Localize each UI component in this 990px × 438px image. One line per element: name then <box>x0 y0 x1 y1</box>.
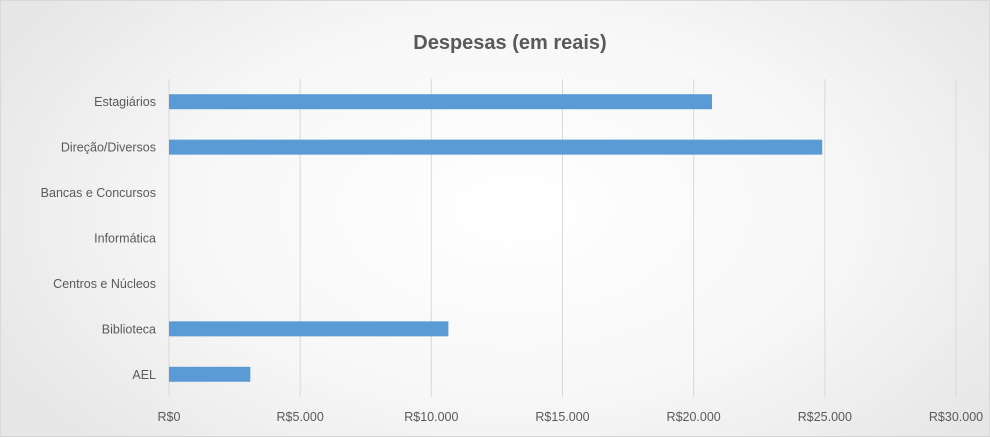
category-label: Direção/Diversos <box>61 141 156 155</box>
x-tick-label: R$0 <box>158 410 181 424</box>
bars <box>169 94 823 382</box>
x-tick-label: R$30.000 <box>929 410 983 424</box>
category-labels: Estagiários Direção/Diversos Bancas e Conc… <box>41 95 156 382</box>
bar <box>169 94 713 110</box>
gridlines <box>168 79 957 397</box>
x-tick-label: R$15.000 <box>535 410 589 424</box>
chart-title: Despesas (em reais) <box>413 32 606 54</box>
x-tick-label: R$25.000 <box>798 410 852 424</box>
category-label: Informática <box>94 232 156 246</box>
x-tick-label: R$10.000 <box>404 410 458 424</box>
category-label: Estagiários <box>94 95 156 109</box>
bar <box>169 321 449 337</box>
x-axis-tick-labels: R$0 R$5.000 R$10.000 R$15.000 R$20.000 R$25.0… <box>158 410 984 424</box>
category-label: Biblioteca <box>102 322 156 336</box>
x-tick-label: R$5.000 <box>277 410 324 424</box>
category-label: Bancas e Concursos <box>41 186 156 200</box>
x-tick-label: R$20.000 <box>667 410 721 424</box>
bar <box>169 366 251 382</box>
category-label: AEL <box>132 368 156 382</box>
bar <box>169 139 823 155</box>
category-label: Centros e Núcleos <box>53 277 156 291</box>
